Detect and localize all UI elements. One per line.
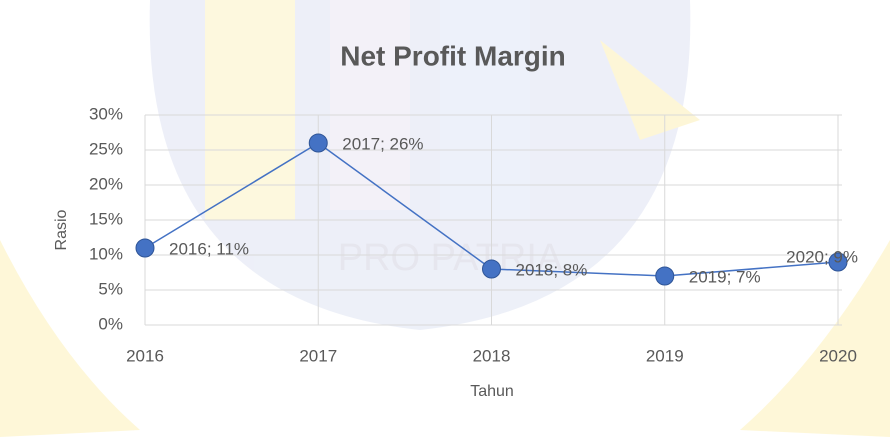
y-tick-label: 30% xyxy=(89,104,123,123)
x-axis-title: Tahun xyxy=(470,383,514,400)
watermark-bar xyxy=(440,0,530,220)
x-tick-label: 2020 xyxy=(819,346,857,365)
y-tick-label: 10% xyxy=(89,244,123,263)
y-tick-label: 5% xyxy=(98,279,123,298)
x-tick-label: 2017 xyxy=(299,346,337,365)
page: PRO PATRIA Net Profit Margin Tahun Rasio… xyxy=(0,0,890,437)
marker xyxy=(136,239,154,257)
chart: PRO PATRIA Net Profit Margin Tahun Rasio… xyxy=(0,0,890,437)
watermark-bar xyxy=(205,0,295,220)
watermark-swoosh xyxy=(740,240,890,437)
marker xyxy=(309,134,327,152)
x-tick-label: 2019 xyxy=(646,346,684,365)
data-label: 2016; 11% xyxy=(169,239,249,258)
watermark-swoosh xyxy=(0,240,140,437)
y-tick-label: 0% xyxy=(98,314,123,333)
data-label: 2018; 8% xyxy=(516,260,588,279)
data-label: 2017; 26% xyxy=(342,134,423,153)
data-label: 2020; 9% xyxy=(786,247,858,266)
x-tick-label: 2018 xyxy=(473,346,511,365)
y-tick-label: 20% xyxy=(89,174,123,193)
x-tick-label: 2016 xyxy=(126,346,164,365)
y-axis-title: Rasio xyxy=(53,209,70,250)
marker xyxy=(656,267,674,285)
marker xyxy=(483,260,501,278)
y-tick-label: 25% xyxy=(89,139,123,158)
watermark-bar xyxy=(330,0,410,210)
chart-title: Net Profit Margin xyxy=(340,40,566,71)
y-tick-label: 15% xyxy=(89,209,123,228)
data-label: 2019; 7% xyxy=(689,267,761,286)
